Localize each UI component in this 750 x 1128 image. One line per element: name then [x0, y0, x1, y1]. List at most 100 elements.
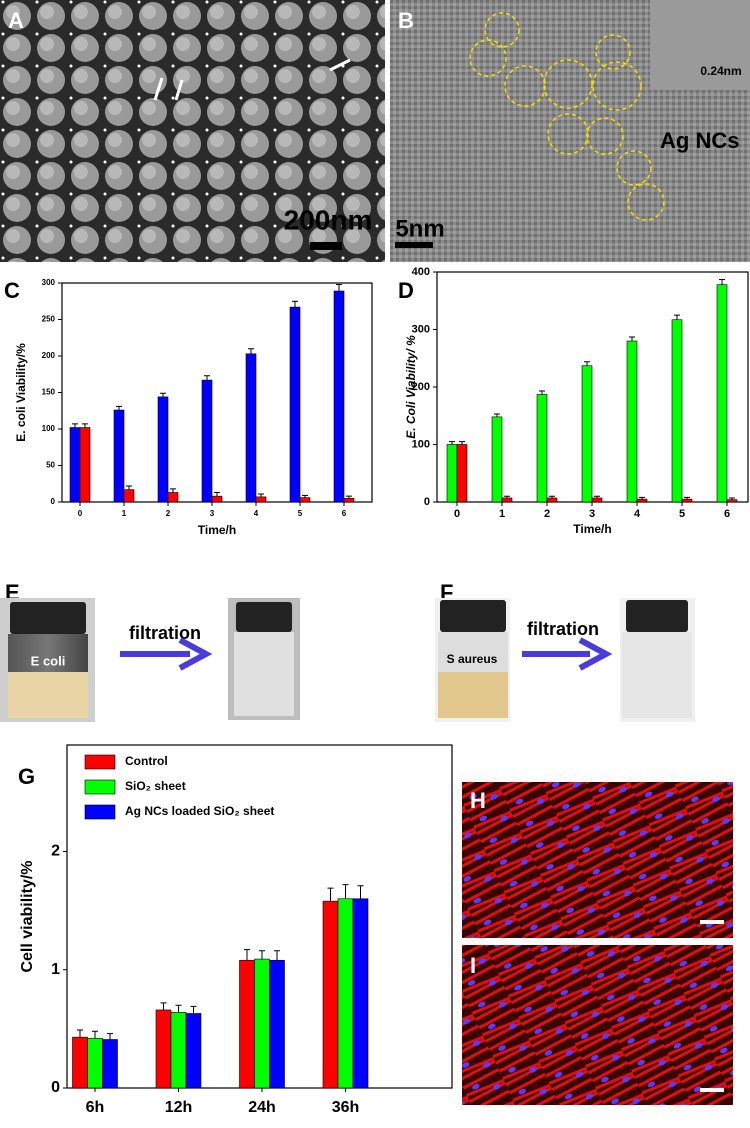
bar	[626, 340, 638, 503]
x-tick-label: 1	[122, 509, 127, 518]
bar	[123, 489, 135, 503]
bar	[636, 498, 648, 503]
x-tick-label: 12h	[165, 1099, 193, 1116]
y-tick-label: 300	[412, 323, 430, 335]
scale-label: 200nm	[284, 204, 373, 235]
y-tick-label: 400	[412, 266, 430, 278]
bar	[671, 319, 683, 503]
y-tick-label: 0	[51, 1079, 60, 1096]
sample-label: S aureus	[447, 652, 498, 666]
bar	[591, 497, 603, 503]
bar	[536, 394, 548, 503]
bar	[501, 497, 513, 503]
y-tick-label: 0	[424, 496, 430, 508]
suspension	[8, 672, 88, 718]
legend-swatch	[84, 804, 116, 820]
bar	[333, 290, 345, 503]
vial-cap	[440, 600, 506, 632]
vial-cap	[10, 602, 86, 634]
sample-label: E coli	[31, 653, 66, 668]
panel-label: H	[470, 788, 486, 813]
panel-label: C	[4, 278, 20, 303]
x-tick-label: 5	[679, 508, 685, 520]
fluorescence-image	[462, 945, 733, 1105]
y-tick-label: 0	[51, 497, 56, 506]
scale-bar	[310, 242, 342, 250]
panel-label: I	[470, 953, 476, 978]
bar	[245, 353, 257, 503]
bar	[322, 900, 339, 1089]
bar	[446, 444, 458, 503]
bar	[79, 427, 91, 503]
scale-bar	[700, 1088, 724, 1092]
y-axis-label: E. coli Viability/%	[14, 343, 28, 442]
plot-frame	[436, 271, 749, 503]
y-tick-label: 100	[412, 438, 430, 450]
x-tick-label: 0	[78, 509, 83, 518]
y-tick-label: 2	[51, 843, 60, 860]
plot-frame	[61, 282, 373, 503]
bar	[167, 492, 179, 503]
legend-swatch	[84, 754, 116, 770]
bar	[155, 1009, 172, 1089]
bar	[211, 495, 223, 503]
x-axis-label: Time/h	[573, 522, 611, 536]
bar	[72, 1036, 88, 1089]
bar	[456, 444, 468, 503]
y-tick-label: 150	[42, 388, 56, 397]
x-tick-label: 24h	[248, 1099, 276, 1116]
bar	[491, 416, 503, 503]
x-tick-label: 5	[298, 509, 303, 518]
y-tick-label: 300	[42, 278, 56, 287]
arrow	[522, 637, 613, 671]
bar	[716, 284, 728, 503]
bar	[201, 379, 213, 503]
vial	[622, 632, 692, 718]
inset	[650, 0, 750, 90]
bar	[185, 1013, 202, 1089]
y-tick-label: 1	[51, 961, 60, 978]
x-tick-label: 3	[210, 509, 215, 518]
x-axis-label: Time/h	[198, 523, 236, 537]
y-axis-label: E. Coli Viability/ %	[404, 335, 418, 439]
bar	[254, 958, 270, 1089]
bar	[170, 1012, 187, 1089]
suspension	[438, 672, 508, 718]
x-tick-label: 0	[454, 508, 460, 520]
y-tick-label: 50	[46, 461, 55, 470]
legend-label: Control	[125, 754, 168, 768]
bar	[546, 497, 558, 503]
x-tick-label: 4	[254, 509, 259, 518]
bar	[239, 959, 255, 1089]
panel-label: D	[398, 278, 414, 303]
process-label: filtration	[129, 623, 201, 643]
process-label: filtration	[527, 619, 599, 639]
x-tick-label: 3	[589, 508, 595, 520]
panel-label: A	[8, 8, 24, 33]
arrows	[153, 58, 351, 101]
bar	[289, 306, 301, 503]
vial-cap	[626, 600, 688, 632]
y-tick-label: 200	[42, 351, 56, 360]
bar	[726, 499, 738, 503]
y-tick-label: 200	[412, 381, 430, 393]
bar	[69, 427, 81, 503]
legend-swatch	[84, 779, 116, 795]
y-tick-label: 100	[42, 424, 56, 433]
annotation: Ag NCs	[660, 128, 739, 153]
scale-bar	[395, 242, 433, 248]
x-tick-label: 4	[634, 508, 641, 520]
bar	[269, 959, 285, 1089]
y-tick-label: 250	[42, 315, 56, 324]
bar	[681, 498, 693, 503]
bar	[157, 396, 169, 503]
arrow	[120, 637, 213, 671]
fluorescence-image	[462, 782, 733, 938]
sem-image	[0, 0, 385, 262]
bar	[102, 1039, 118, 1089]
x-tick-label: 6	[724, 508, 730, 520]
lattice-label: 0.24nm	[700, 64, 741, 78]
panel-label: B	[398, 8, 414, 33]
bar	[337, 898, 354, 1089]
